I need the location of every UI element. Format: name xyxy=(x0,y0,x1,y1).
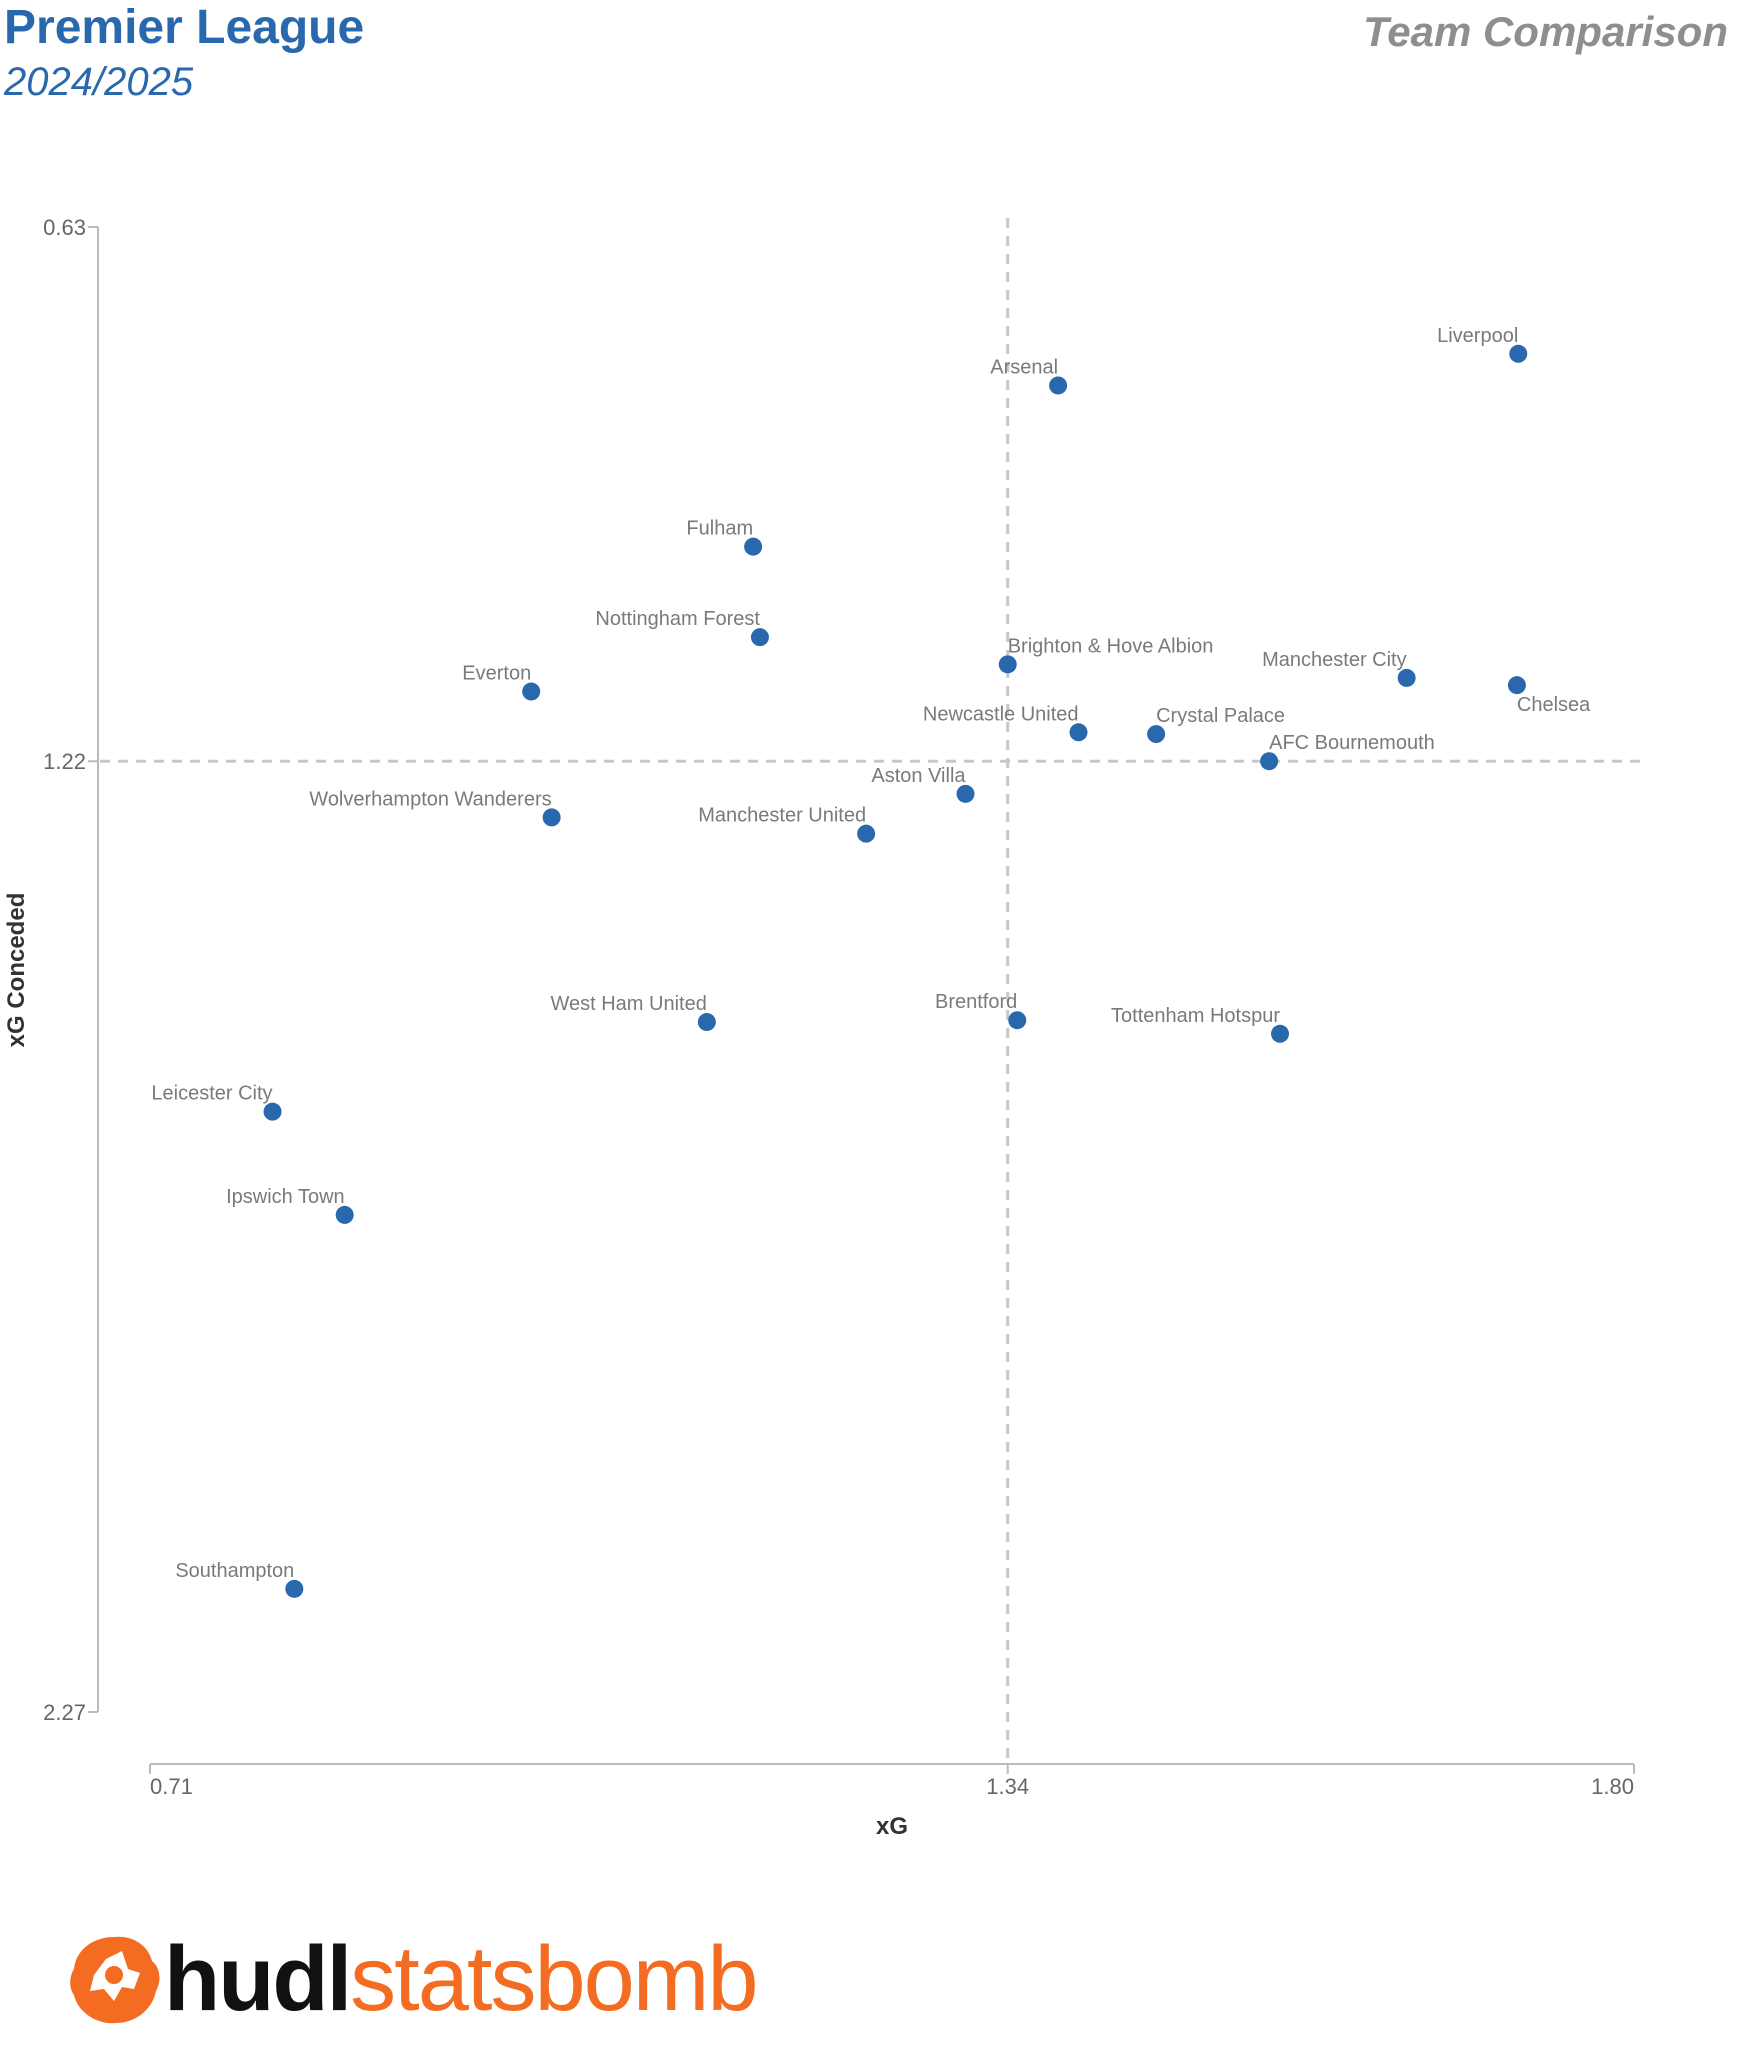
point-label: Tottenham Hotspur xyxy=(1111,1005,1280,1027)
comparison-title: Team Comparison xyxy=(1363,8,1728,55)
data-point xyxy=(1507,676,1526,695)
data-point xyxy=(263,1102,282,1121)
page-title: Premier League xyxy=(4,1,365,54)
point-labels: Liverpool Arsenal Fulham Nottingham Forest E… xyxy=(151,325,1591,1582)
point-label: West Ham United xyxy=(550,993,706,1015)
point-label: Newcastle United xyxy=(923,703,1079,725)
data-point xyxy=(1049,376,1068,395)
point-label: Southampton xyxy=(175,1560,294,1582)
x-tick-label: 1.80 xyxy=(1591,1774,1634,1799)
data-point xyxy=(750,628,769,647)
point-label: Nottingham Forest xyxy=(595,608,760,630)
data-point xyxy=(998,655,1017,674)
point-label: Manchester United xyxy=(698,805,866,827)
point-label: Crystal Palace xyxy=(1156,705,1285,727)
logo-hudl-text: hudl xyxy=(164,1928,352,2030)
x-tick-label: 1.34 xyxy=(986,1774,1029,1799)
data-point xyxy=(1069,723,1088,742)
point-label: Brighton & Hove Albion xyxy=(1008,635,1214,657)
x-axis-title: xG xyxy=(876,1813,908,1840)
y-tick-label: 2.27 xyxy=(43,1700,86,1725)
data-point xyxy=(857,824,876,843)
point-label: Manchester City xyxy=(1262,649,1407,671)
statsbomb-icon xyxy=(70,1936,160,2024)
data-point xyxy=(1008,1011,1027,1030)
data-point xyxy=(542,808,561,827)
data-points xyxy=(263,344,1528,1598)
point-label: Brentford xyxy=(935,991,1017,1013)
point-label: Chelsea xyxy=(1517,694,1591,716)
point-label: Ipswich Town xyxy=(226,1186,345,1208)
point-label: Aston Villa xyxy=(871,765,966,787)
y-tick-label: 0.63 xyxy=(43,215,86,240)
data-point xyxy=(1271,1024,1290,1043)
data-point xyxy=(956,784,975,803)
data-point xyxy=(285,1579,304,1598)
point-label: Wolverhampton Wanderers xyxy=(309,788,551,810)
data-point xyxy=(744,537,763,556)
point-label: AFC Bournemouth xyxy=(1269,732,1435,754)
data-point xyxy=(1147,725,1166,744)
data-point xyxy=(1397,668,1416,687)
point-label: Leicester City xyxy=(151,1083,272,1105)
y-tick-label: 1.22 xyxy=(43,749,86,774)
point-label: Liverpool xyxy=(1437,325,1518,347)
reference-lines xyxy=(100,218,1648,1762)
logo-statsbomb-text: statsbomb xyxy=(350,1928,758,2030)
hudl-statsbomb-logo: hudl statsbomb xyxy=(64,1924,759,2034)
x-tick-label: 0.71 xyxy=(150,1774,193,1799)
data-point xyxy=(522,682,541,701)
data-point xyxy=(1509,344,1528,363)
axes: 0.63 1.22 2.27 0.71 1.34 1.80 xG xG Conceded xyxy=(3,215,1635,1840)
point-label: Fulham xyxy=(686,518,753,540)
point-label: Arsenal xyxy=(990,356,1058,378)
data-point xyxy=(335,1205,354,1224)
y-axis-title: xG Conceded xyxy=(3,893,30,1048)
data-point xyxy=(697,1013,716,1032)
data-point xyxy=(1260,752,1279,771)
point-label: Everton xyxy=(462,663,531,685)
season-subtitle: 2024/2025 xyxy=(4,60,194,104)
